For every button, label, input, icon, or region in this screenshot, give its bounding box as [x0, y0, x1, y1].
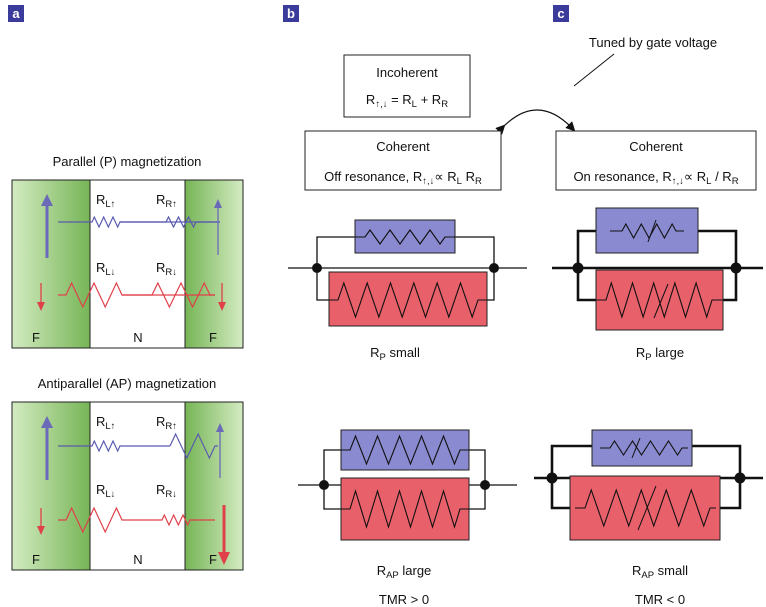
box-title: Coherent: [376, 139, 430, 154]
subscript: ↑,↓: [375, 99, 387, 110]
text-run: + R: [417, 92, 441, 107]
region-label: F: [209, 330, 217, 345]
subscript: L↓: [105, 489, 115, 500]
text-run: R: [366, 92, 375, 107]
text-run: R: [96, 414, 105, 429]
panel-title: Antiparallel (AP) magnetization: [38, 376, 216, 391]
circuit: [288, 220, 527, 326]
panel-label: a: [12, 6, 20, 21]
subscript: R↑: [165, 421, 177, 432]
region-label: N: [133, 552, 142, 567]
tmr-label: TMR > 0: [379, 592, 429, 607]
resistor-label: RR↑: [156, 414, 177, 432]
text-run: ∝ R: [434, 169, 456, 184]
text-run: On resonance, R: [573, 169, 671, 184]
resistor-label: RL↑: [96, 414, 115, 432]
region-label: F: [32, 552, 40, 567]
text-run: / R: [711, 169, 731, 184]
subscript: L↓: [105, 267, 115, 278]
caption: RAP large: [377, 563, 432, 581]
text-run: R: [156, 414, 165, 429]
tmr-label: TMR < 0: [635, 592, 685, 607]
text-run: large: [652, 345, 685, 360]
text-run: R: [96, 192, 105, 207]
resistor-label: RL↓: [96, 260, 115, 278]
text-run: R: [156, 260, 165, 275]
resistor-label: RL↓: [96, 482, 115, 500]
subscript: L↑: [105, 199, 115, 210]
resistor-label: RR↓: [156, 260, 177, 278]
panel-label: c: [557, 6, 564, 21]
double-arrow: [502, 110, 572, 128]
subscript: R↓: [165, 267, 177, 278]
caption: RAP small: [632, 563, 688, 581]
text-run: R: [377, 563, 386, 578]
text-run: R: [370, 345, 379, 360]
text-run: small: [654, 563, 688, 578]
resistor-label: RR↑: [156, 192, 177, 210]
text-run: R: [156, 192, 165, 207]
region-label: N: [133, 330, 142, 345]
subscript: R↑: [165, 199, 177, 210]
panel-label: b: [287, 6, 295, 21]
panel-title: Parallel (P) magnetization: [53, 154, 202, 169]
text-run: ∝ R: [684, 169, 706, 184]
text-run: R: [156, 482, 165, 497]
box-title: Coherent: [629, 139, 683, 154]
subscript: R↓: [165, 489, 177, 500]
box-title: Incoherent: [376, 65, 438, 80]
subscript: L↑: [105, 421, 115, 432]
circuit: [534, 430, 763, 540]
region-label: F: [209, 552, 217, 567]
text-run: small: [386, 345, 420, 360]
resistor-label: RL↑: [96, 192, 115, 210]
figure: a b c Parallel (P) magnetization RL↑ RR↑…: [0, 0, 766, 607]
text-run: R: [462, 169, 475, 184]
circuit: [298, 430, 517, 540]
circuit: [552, 208, 763, 330]
text-run: R: [96, 482, 105, 497]
subscript: ↑,↓: [422, 176, 434, 187]
subscript: R: [441, 99, 448, 110]
region-label: F: [32, 330, 40, 345]
subscript: R: [732, 176, 739, 187]
junction: [12, 402, 243, 570]
text-run: R: [632, 563, 641, 578]
text-run: = R: [387, 92, 411, 107]
text-run: large: [399, 563, 432, 578]
subscript: AP: [641, 570, 654, 581]
text-run: R: [96, 260, 105, 275]
subscript: AP: [386, 570, 399, 581]
caption: RP small: [370, 345, 420, 363]
text-run: Off resonance, R: [324, 169, 422, 184]
subscript: R: [475, 176, 482, 187]
resistor-label: RR↓: [156, 482, 177, 500]
junction: [12, 180, 243, 348]
subscript: ↑,↓: [672, 176, 684, 187]
annotation: Tuned by gate voltage: [589, 35, 717, 50]
caption: RP large: [636, 345, 684, 363]
text-run: R: [636, 345, 645, 360]
leader-line: [574, 54, 614, 86]
